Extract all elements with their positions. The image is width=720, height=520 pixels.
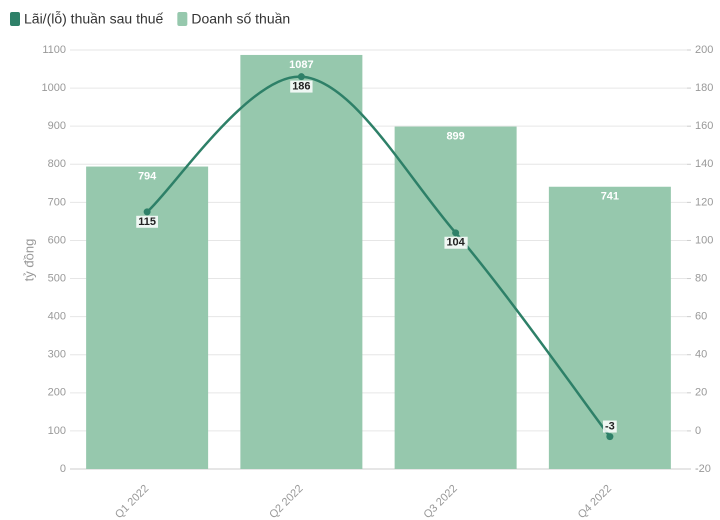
- data-label: 794: [138, 170, 157, 182]
- y-tick-label: 700: [48, 196, 66, 208]
- y2-tick-label: -20: [695, 463, 711, 475]
- y-tick-label: 100: [48, 425, 66, 437]
- legend-label: Lãi/(lỗ) thuần sau thuế: [24, 11, 164, 27]
- y2-tick-label: 180: [695, 82, 713, 94]
- line-point: [452, 229, 460, 237]
- y-tick-label: 200: [48, 387, 66, 399]
- x-tick-label: Q2 2022: [267, 483, 305, 520]
- y2-tick-label: 40: [695, 349, 707, 361]
- x-tick-label: Q4 2022: [576, 483, 614, 520]
- x-tick-label: Q1 2022: [113, 483, 151, 520]
- line-point: [606, 433, 614, 441]
- data-label: 899: [446, 130, 464, 142]
- y-tick-label: 900: [48, 120, 66, 132]
- y2-tick-label: 0: [695, 425, 701, 437]
- y2-tick-label: 160: [695, 120, 713, 132]
- y2-tick-label: 60: [695, 311, 707, 323]
- legend-swatch: [177, 12, 188, 26]
- data-label: -3: [605, 421, 615, 433]
- data-label: 115: [138, 216, 156, 228]
- legend-label: Doanh số thuần: [191, 11, 290, 27]
- y-tick-label: 300: [48, 349, 66, 361]
- y-axis-title: tỷ đồng: [21, 239, 36, 282]
- x-tick-label: Q3 2022: [421, 483, 459, 520]
- data-label-bg: [602, 420, 617, 433]
- data-label: 741: [601, 191, 619, 203]
- data-label: 1087: [289, 59, 313, 71]
- data-label-bg: [290, 80, 313, 93]
- data-label: 104: [446, 237, 465, 249]
- y2-tick-label: 100: [695, 234, 713, 246]
- data-label-bg: [444, 236, 468, 249]
- y2-tick-label: 20: [695, 387, 707, 399]
- bar: [394, 126, 517, 469]
- line-point: [143, 208, 151, 216]
- line: [146, 75, 611, 438]
- y2-tick-label: 200: [695, 44, 713, 56]
- y2-tick-label: 140: [695, 158, 713, 170]
- y-tick-label: 1100: [42, 44, 66, 56]
- y-tick-label: 600: [48, 234, 66, 246]
- y-tick-label: 0: [60, 463, 66, 475]
- y-tick-label: 500: [48, 272, 66, 284]
- y2-tick-label: 80: [695, 272, 707, 284]
- y-tick-label: 1000: [42, 82, 66, 94]
- data-label: 186: [292, 81, 310, 93]
- bar: [240, 54, 363, 470]
- data-label-bg: [136, 215, 158, 228]
- y-tick-label: 400: [48, 311, 66, 323]
- y-tick-label: 800: [48, 158, 66, 170]
- y2-tick-label: 120: [695, 196, 713, 208]
- legend-swatch: [10, 12, 20, 26]
- line-point: [297, 73, 305, 81]
